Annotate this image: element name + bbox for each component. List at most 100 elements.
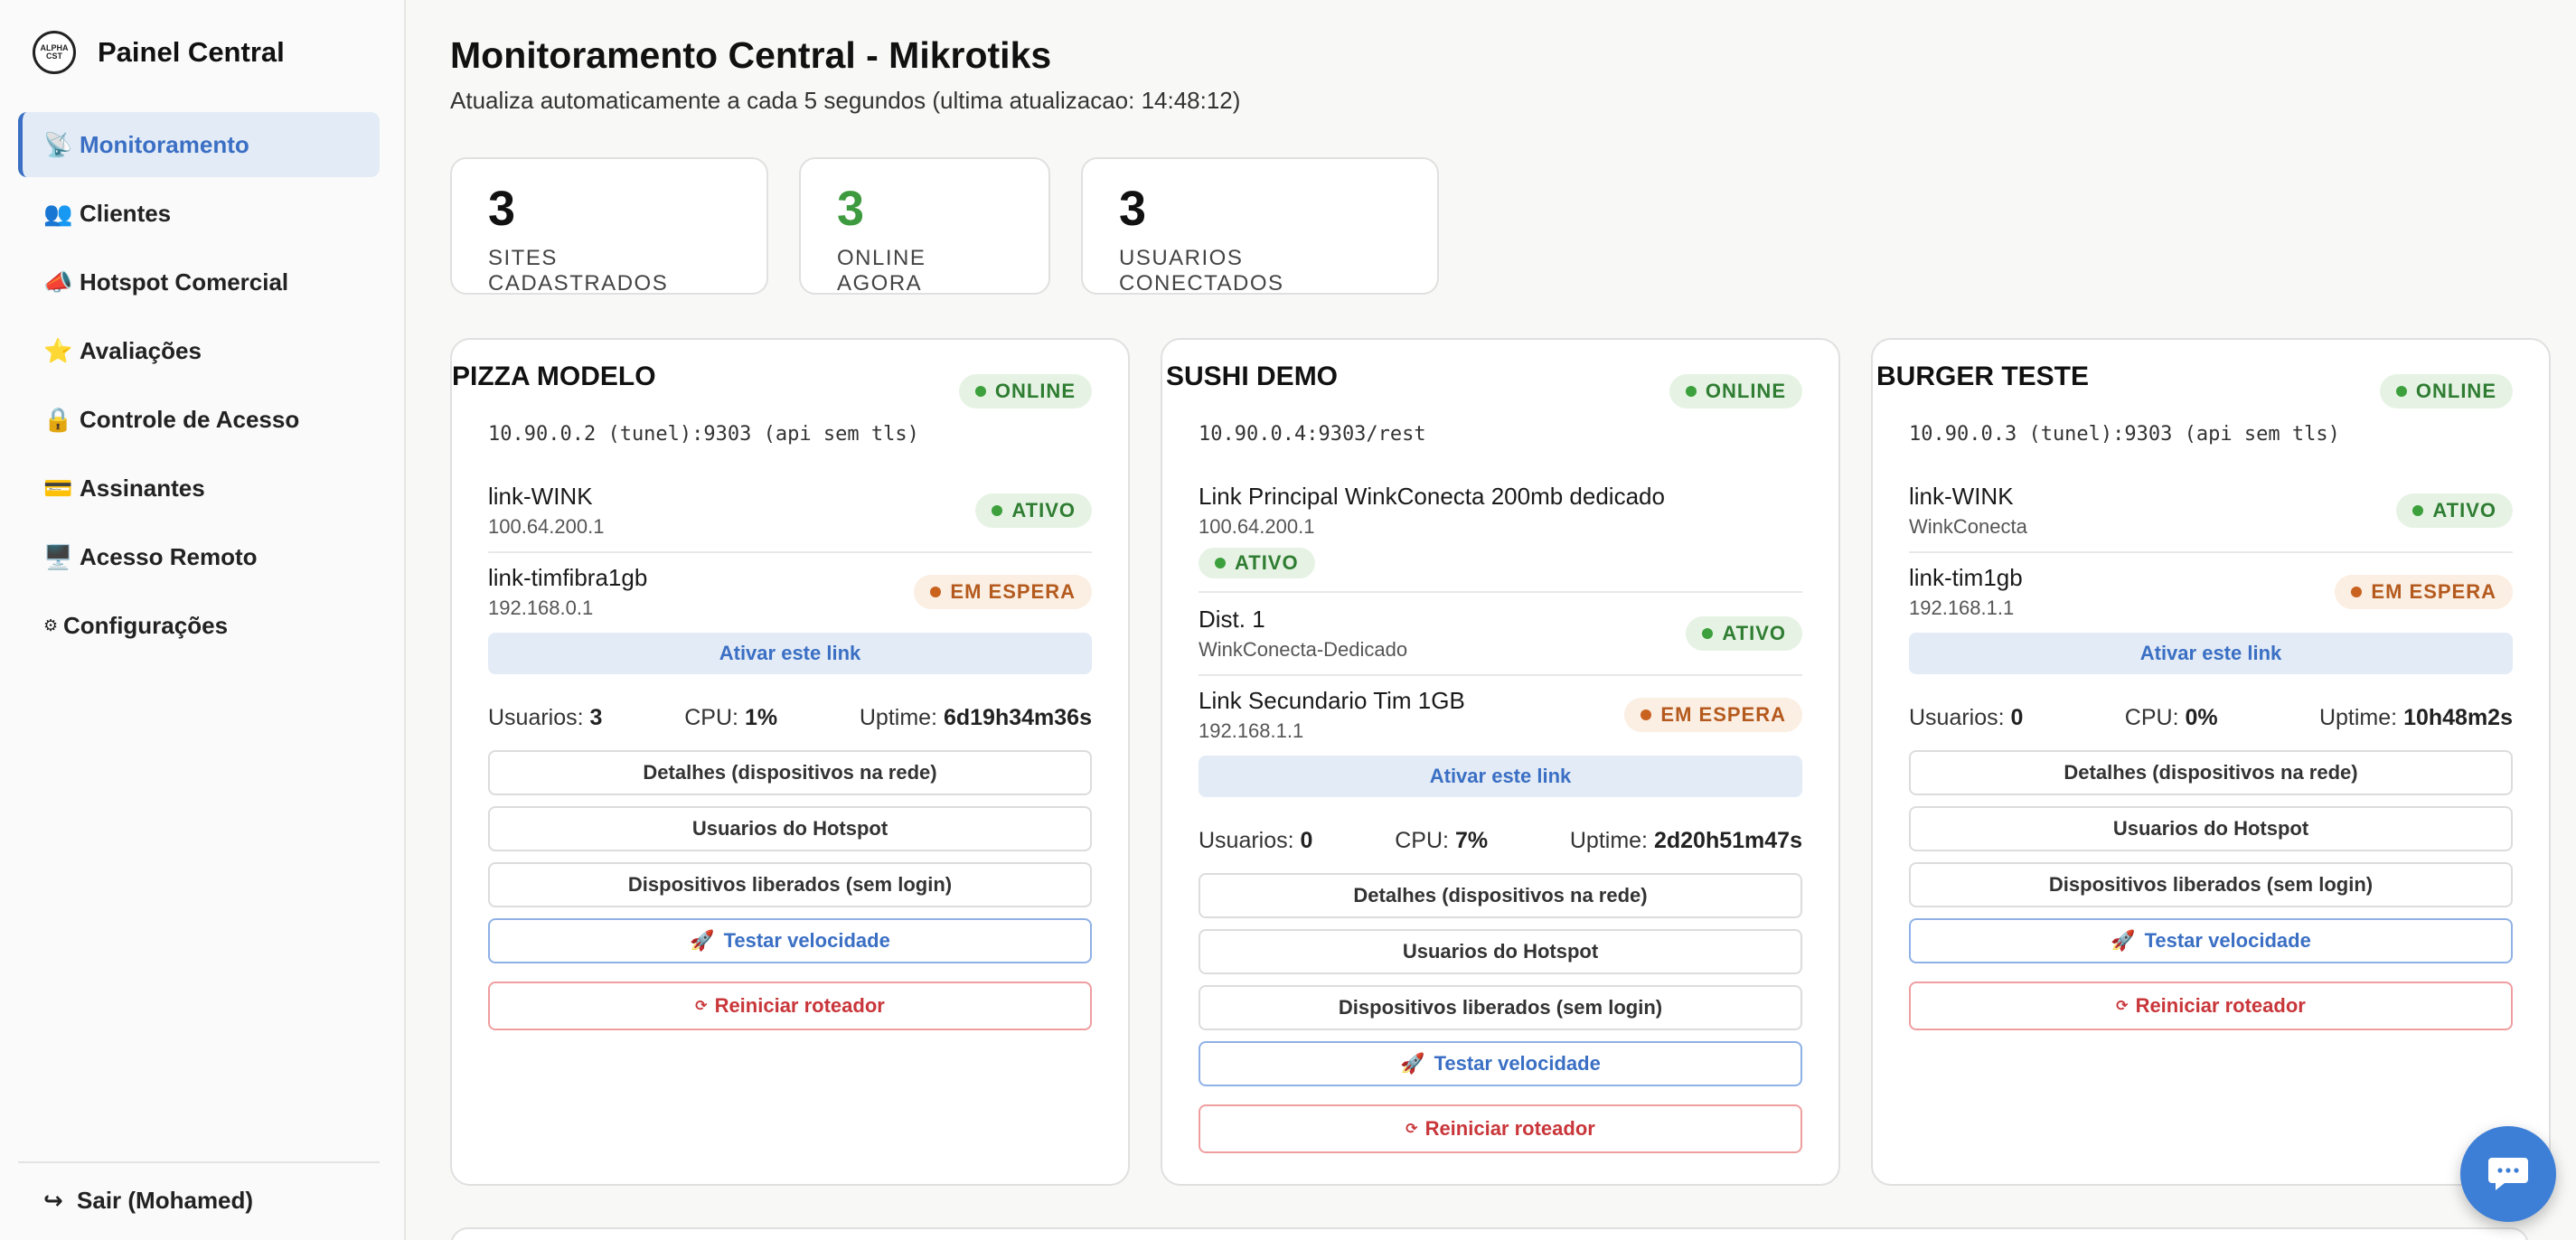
rocket-icon: 🚀: [1400, 1052, 1425, 1075]
details-button[interactable]: Detalhes (dispositivos na rede): [488, 750, 1092, 795]
link-address: 192.168.1.1: [1909, 597, 2015, 619]
sidebar-item-configuracoes[interactable]: ⚙ Configurações: [18, 593, 380, 658]
status-badge: ONLINE: [2379, 374, 2513, 409]
status-dot-icon: [2351, 587, 2363, 597]
sidebar: ALPHA CST Painel Central 📡 Monitoramento…: [0, 0, 406, 1240]
link-name: link-WINK: [488, 483, 593, 510]
speed-test-button[interactable]: 🚀 Testar velocidade: [488, 918, 1092, 963]
stat-card-sites: 3 SITES CADASTRADOS: [450, 157, 768, 296]
link-address: 100.64.200.1: [1199, 515, 1315, 538]
released-devices-button[interactable]: Dispositivos liberados (sem login): [1199, 985, 1802, 1030]
stat-value: 3: [1119, 182, 1147, 236]
released-devices-button[interactable]: Dispositivos liberados (sem login): [1909, 862, 2513, 907]
site-metrics: Usuarios: 3 CPU: 1% Uptime: 6d19h34m36s: [488, 705, 1092, 731]
site-name: SUSHI DEMO: [1166, 362, 1339, 391]
cpu-metric: CPU: 0%: [2124, 705, 2218, 730]
sidebar-divider: [18, 1161, 380, 1163]
hotspot-users-button[interactable]: Usuarios do Hotspot: [1199, 929, 1802, 974]
refresh-icon: ⟳: [695, 999, 708, 1014]
chat-bubble-icon: [2488, 1158, 2528, 1190]
site-metrics: Usuarios: 0 CPU: 7% Uptime: 2d20h51m47s: [1199, 828, 1802, 854]
link-address: WinkConecta: [1909, 515, 2027, 538]
sidebar-item-clientes[interactable]: 👥 Clientes: [18, 181, 380, 246]
sidebar-item-acesso-remoto[interactable]: 🖥️ Acesso Remoto: [18, 524, 380, 589]
hotspot-users-button[interactable]: Usuarios do Hotspot: [488, 806, 1092, 851]
satellite-icon: 📡: [43, 130, 73, 158]
uptime-metric: Uptime: 6d19h34m36s: [859, 705, 1092, 730]
sidebar-item-label: Clientes: [80, 199, 172, 227]
link-address: 192.168.0.1: [488, 597, 594, 619]
link-status-badge: ATIVO: [2396, 493, 2513, 528]
link-status-label: ATIVO: [1235, 551, 1299, 574]
site-card-burger-teste: BURGER TESTE ONLINE 10.90.0.3 (tunel):93…: [1871, 338, 2551, 1186]
link-status-label: EM ESPERA: [2371, 580, 2496, 603]
stat-label: SITES CADASTRADOS: [488, 246, 669, 296]
activate-link-button[interactable]: Ativar este link: [1199, 756, 1802, 797]
sidebar-item-assinantes[interactable]: 💳 Assinantes: [18, 456, 380, 521]
link-status-label: EM ESPERA: [1660, 703, 1786, 726]
sidebar-item-controle-de-acesso[interactable]: 🔒 Controle de Acesso: [18, 387, 380, 452]
status-label: ONLINE: [1705, 380, 1786, 402]
host-address: 10.90.0.4:9303/rest: [1199, 423, 1426, 446]
site-metrics: Usuarios: 0 CPU: 0% Uptime: 10h48m2s: [1909, 705, 2513, 731]
brand-logo: ALPHA CST: [33, 31, 76, 74]
link-name: Link Secundario Tim 1GB: [1199, 687, 1465, 714]
status-dot-icon: [1685, 386, 1697, 397]
activate-link-button[interactable]: Ativar este link: [488, 633, 1092, 674]
sidebar-item-avaliacoes[interactable]: ⭐ Avaliações: [18, 318, 380, 383]
link-name: Dist. 1: [1199, 606, 1265, 633]
status-label: ONLINE: [994, 380, 1076, 402]
sidebar-item-hotspot-comercial[interactable]: 📣 Hotspot Comercial: [18, 249, 380, 315]
refresh-icon: ⟳: [2116, 999, 2129, 1014]
released-devices-button[interactable]: Dispositivos liberados (sem login): [488, 862, 1092, 907]
sidebar-item-label: Acesso Remoto: [80, 542, 258, 570]
site-card-pizza-modelo: PIZZA MODELO ONLINE 10.90.0.2 (tunel):93…: [450, 338, 1130, 1186]
status-dot-icon: [1215, 558, 1226, 568]
speed-test-label: Testar velocidade: [2144, 929, 2311, 952]
stat-value: 3: [837, 182, 865, 236]
reboot-button[interactable]: ⟳ Reiniciar roteador: [1199, 1104, 1802, 1153]
link-address: 100.64.200.1: [488, 515, 605, 538]
status-badge: ONLINE: [958, 374, 1092, 409]
site-card-sushi-demo: SUSHI DEMO ONLINE 10.90.0.4:9303/rest Li…: [1161, 338, 1840, 1186]
activate-link-button[interactable]: Ativar este link: [1909, 633, 2513, 674]
details-button[interactable]: Detalhes (dispositivos na rede): [1909, 750, 2513, 795]
status-dot-icon: [2412, 505, 2424, 516]
status-dot-icon: [2395, 386, 2407, 397]
rocket-icon: 🚀: [2111, 929, 2136, 952]
logout-button[interactable]: ↪ Sair (Mohamed): [43, 1187, 253, 1215]
refresh-icon: ⟳: [1406, 1122, 1418, 1137]
link-status-label: ATIVO: [1011, 499, 1076, 521]
details-button[interactable]: Detalhes (dispositivos na rede): [1199, 873, 1802, 918]
stat-card-users: 3 USUARIOS CONECTADOS: [1081, 157, 1439, 296]
sidebar-item-monitoramento[interactable]: 📡 Monitoramento: [18, 112, 380, 177]
link-status-label: EM ESPERA: [950, 580, 1076, 603]
link-status-badge: EM ESPERA: [1624, 698, 1802, 732]
gear-icon: ⚙: [43, 615, 59, 634]
status-label: ONLINE: [2415, 380, 2496, 402]
hotspot-users-button[interactable]: Usuarios do Hotspot: [1909, 806, 2513, 851]
uptime-metric: Uptime: 10h48m2s: [2318, 705, 2513, 730]
users-metric: Usuarios: 0: [1909, 705, 2024, 730]
link-status-badge: EM ESPERA: [914, 575, 1092, 609]
cpu-metric: CPU: 7%: [1395, 828, 1489, 853]
page-title: Monitoramento Central - Mikrotiks: [450, 34, 1052, 76]
reboot-button[interactable]: ⟳ Reiniciar roteador: [488, 982, 1092, 1030]
users-icon: 👥: [43, 199, 73, 227]
chat-button[interactable]: [2460, 1126, 2556, 1222]
page-subtitle: Atualiza automaticamente a cada 5 segund…: [450, 87, 1241, 114]
speed-test-label: Testar velocidade: [723, 929, 890, 952]
link-name: link-tim1gb: [1909, 564, 2023, 591]
reboot-label: Reiniciar roteador: [2135, 994, 2306, 1017]
site-name: BURGER TESTE: [1876, 362, 2090, 391]
stat-card-online: 3 ONLINE AGORA: [799, 157, 1050, 296]
sidebar-item-label: Controle de Acesso: [80, 405, 300, 433]
link-status-label: ATIVO: [1722, 622, 1786, 644]
reboot-button[interactable]: ⟳ Reiniciar roteador: [1909, 982, 2513, 1030]
status-dot-icon: [1702, 628, 1714, 639]
stat-label: USUARIOS CONECTADOS: [1119, 246, 1284, 296]
speed-test-button[interactable]: 🚀 Testar velocidade: [1199, 1041, 1802, 1086]
next-site-card: [450, 1227, 2529, 1240]
reboot-label: Reiniciar roteador: [714, 994, 885, 1017]
speed-test-button[interactable]: 🚀 Testar velocidade: [1909, 918, 2513, 963]
